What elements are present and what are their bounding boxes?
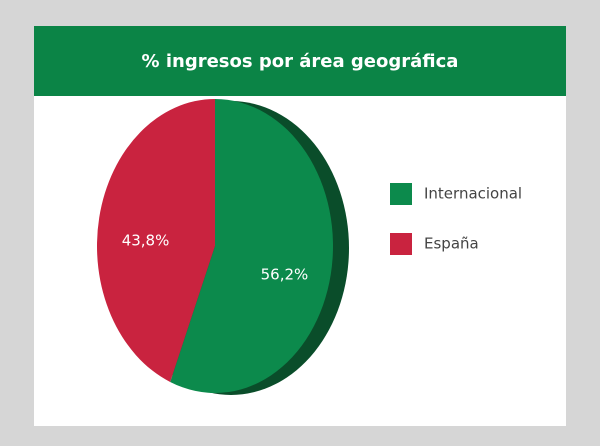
legend-swatch [390,233,412,255]
value-label: 56,2% [261,266,309,284]
value-label: 43,8% [122,231,170,249]
pie-slice [96,99,215,382]
chart-title: % ingresos por área geográfica [142,51,459,72]
pie-slice [170,99,333,393]
header [34,26,566,96]
legend-label: Internacional [424,185,522,203]
legend-swatch [390,183,412,205]
legend-label: España [424,235,479,253]
